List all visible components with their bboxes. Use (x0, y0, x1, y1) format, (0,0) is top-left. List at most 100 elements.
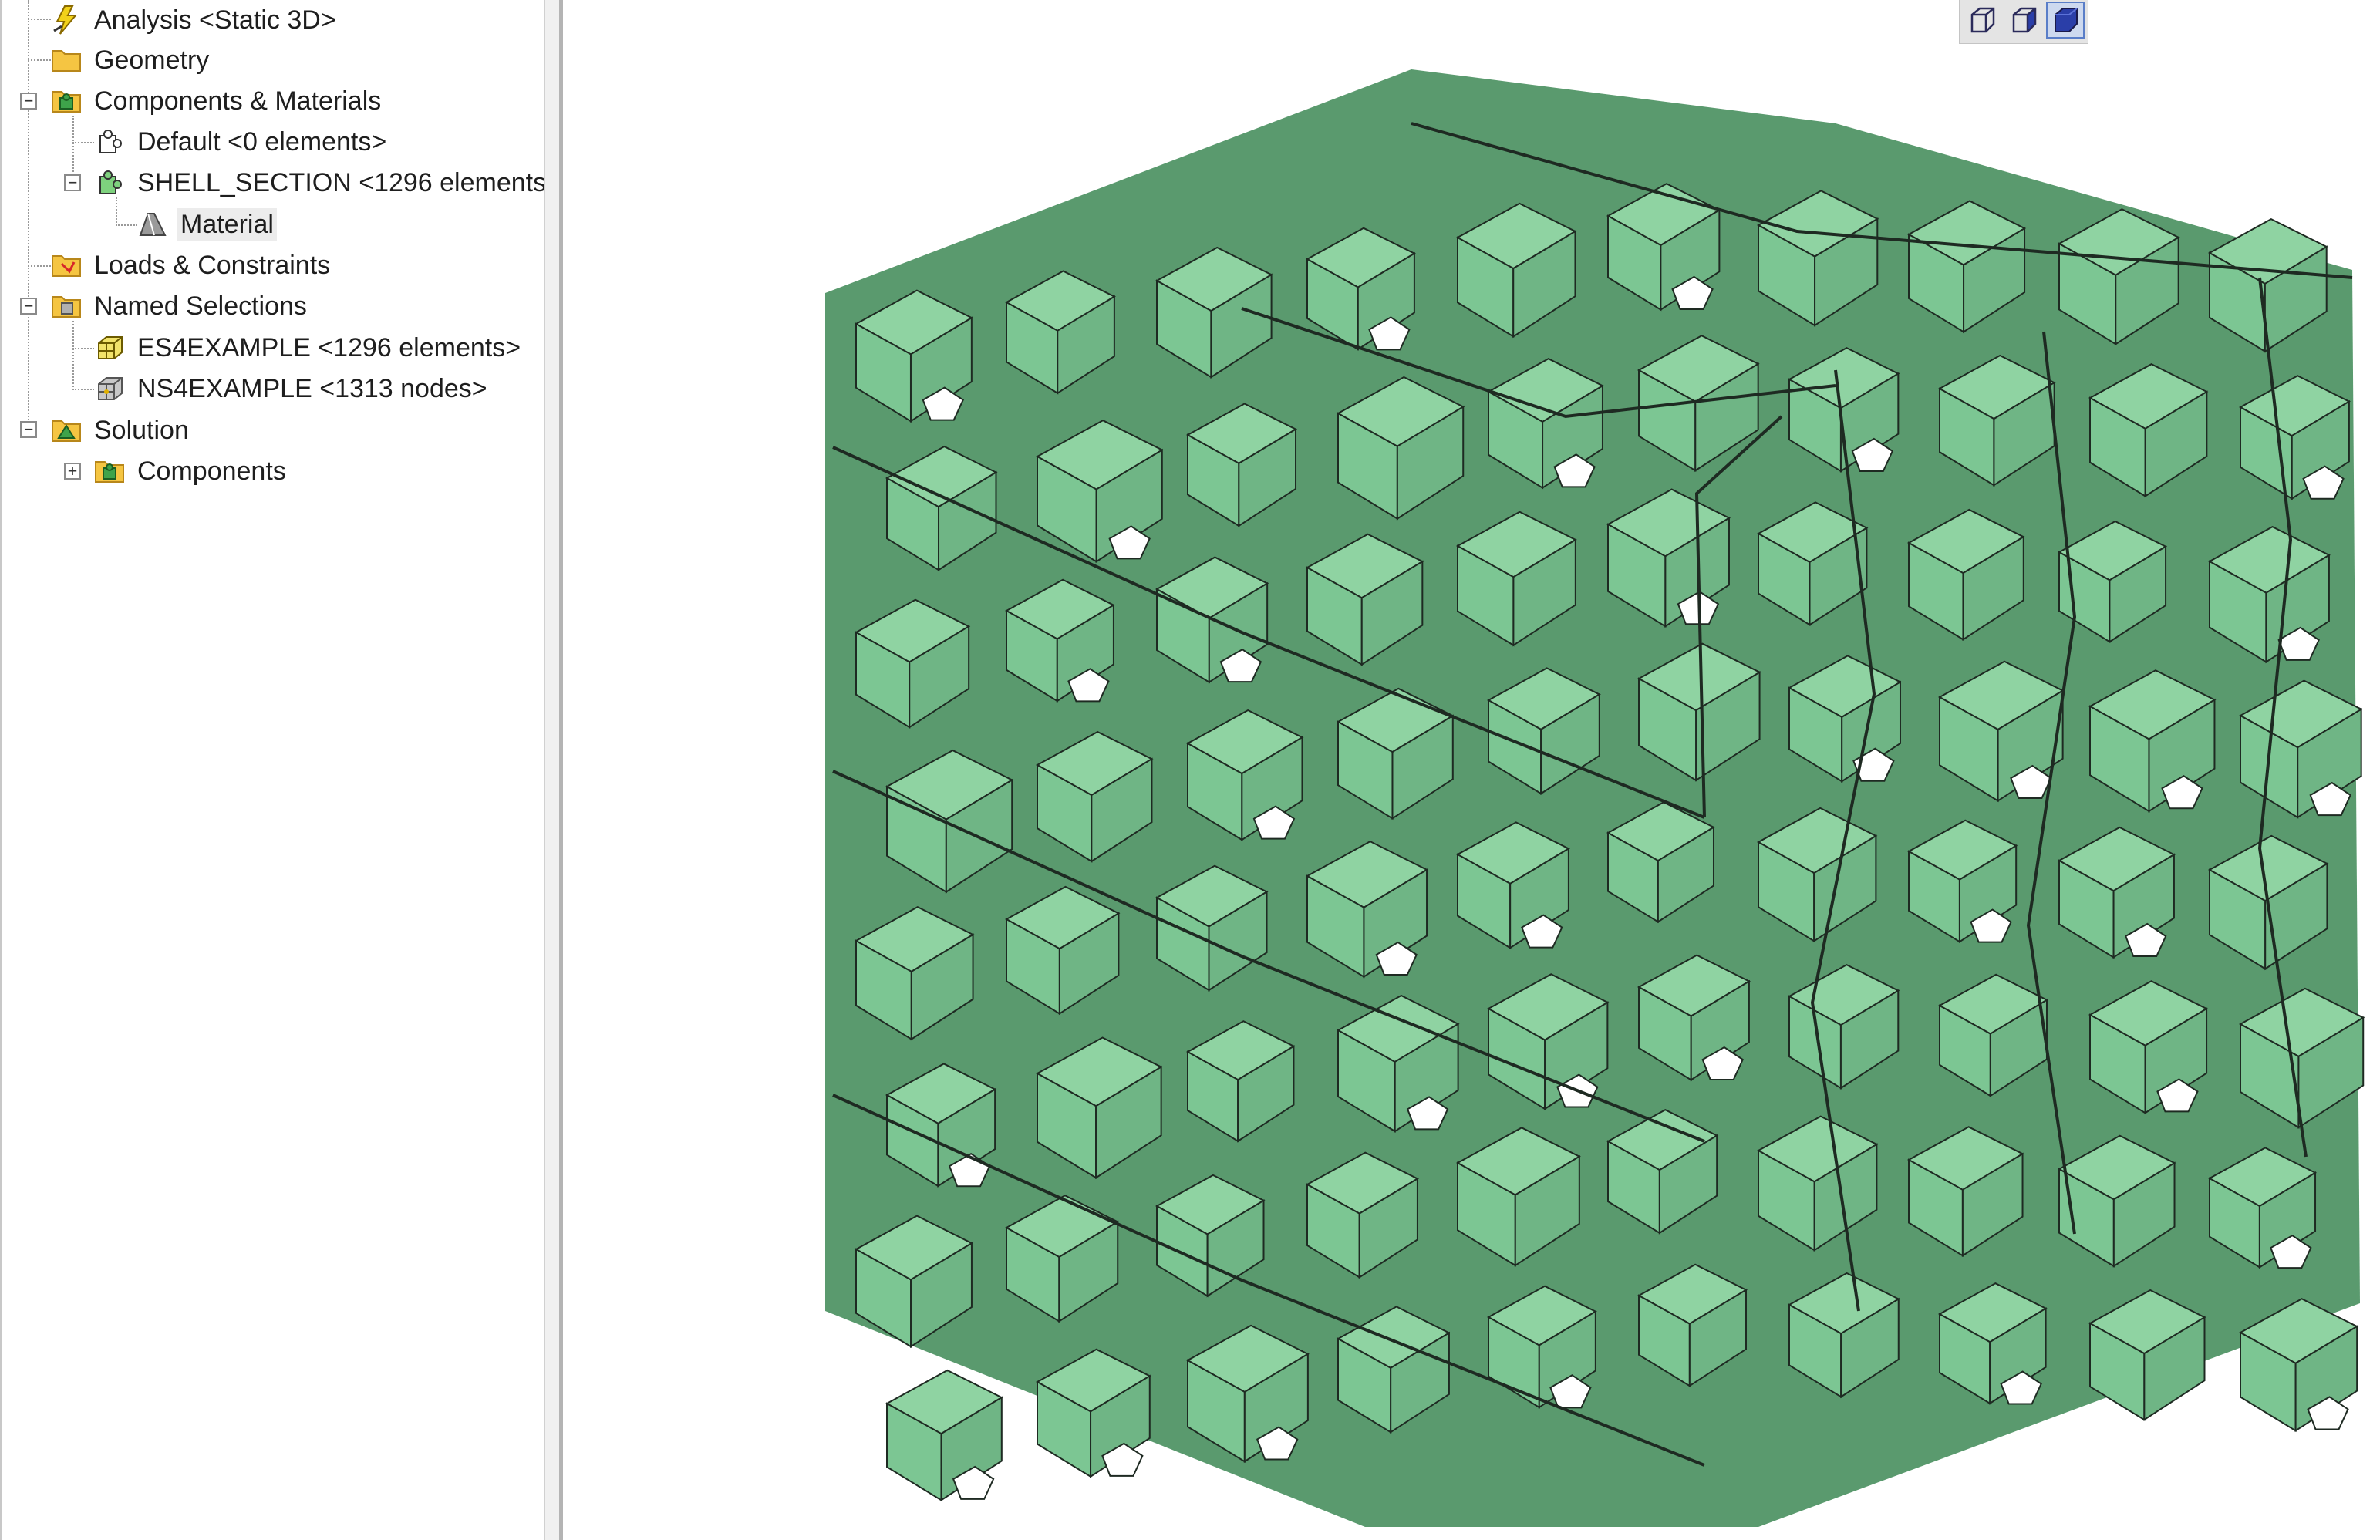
lattice-face (1993, 381, 2055, 487)
lattice-face (2291, 399, 2350, 500)
tree-item-solution-components[interactable]: Components (94, 451, 289, 491)
lattice-face (1814, 217, 1879, 327)
expander-shell-section[interactable]: − (64, 174, 81, 191)
lattice-face (1241, 736, 1303, 841)
lattice-face (910, 933, 974, 1041)
shell-edge (1694, 415, 1783, 818)
tree-connector (28, 265, 51, 267)
lattice-hole (2010, 764, 2052, 800)
lattice-face (938, 470, 997, 571)
tree-item-label: ES4EXAMPLE <1296 elements> (137, 332, 521, 362)
shell-edge (832, 446, 1705, 819)
lattice-face (1963, 227, 2026, 334)
lattice-face (1514, 1154, 1580, 1267)
tree-item-label: SHELL_SECTION <1296 elements (137, 167, 547, 197)
tree-item-label: Components & Materials (94, 86, 382, 116)
tree-item-loads-constraints[interactable]: Loads & Constraints (51, 245, 333, 285)
lattice-face (1058, 912, 1120, 1016)
lattice-hole (2124, 922, 2167, 957)
tree-item-components-materials[interactable]: Components & Materials (51, 81, 384, 121)
tree-connector (72, 116, 74, 184)
lattice-hole (1406, 1096, 1449, 1131)
lattice-hole (2270, 1234, 2312, 1269)
lattice-hole (1219, 649, 1262, 683)
expander-named-selections[interactable]: − (20, 298, 37, 315)
lattice-face (1989, 1306, 2047, 1405)
lattice-face (1958, 844, 2018, 944)
lattice-hole (1970, 908, 2012, 943)
lattice-face (2112, 853, 2175, 959)
tree-item-label: Geometry (94, 45, 210, 75)
shell-edge (1810, 369, 1876, 1312)
lattice-face (1962, 535, 2024, 642)
lattice-face (2143, 1316, 2206, 1421)
lattice-hole (1851, 437, 1894, 472)
lattice-hole (2302, 465, 2345, 500)
lattice-face (2297, 707, 2362, 819)
graphics-viewport[interactable] (563, 0, 2380, 1540)
lattice-face (1394, 1023, 1459, 1133)
lattice-face (1840, 1297, 1900, 1399)
lattice-face (1841, 680, 1901, 783)
tree-item-solution[interactable]: Solution (51, 410, 192, 450)
model-tree-panel: − − − − + Analysis <Static 3D> Geometry … (0, 0, 546, 1540)
lattice-face (1358, 1177, 1418, 1279)
lattice-face (1210, 273, 1273, 379)
expander-components-materials[interactable]: − (20, 93, 37, 110)
lattice-face (1090, 1374, 1151, 1478)
lattice-hole (952, 1465, 995, 1500)
lattice-face (1357, 251, 1415, 351)
lattice-model[interactable] (563, 0, 2380, 1540)
named-selections-icon (52, 296, 81, 318)
shell-edge (2026, 331, 2077, 1235)
lattice-hole (1521, 914, 1563, 949)
node-set-icon (98, 377, 123, 400)
tree-item-default[interactable]: Default <0 elements> (94, 122, 389, 162)
expander-solution[interactable]: − (20, 421, 37, 438)
tree-item-geometry[interactable]: Geometry (51, 40, 212, 80)
tree-item-es4example[interactable]: ES4EXAMPLE <1296 elements> (94, 328, 524, 368)
shaded-view-button[interactable] (2046, 2, 2085, 39)
tree-item-analysis[interactable]: Analysis <Static 3D> (51, 0, 339, 40)
lattice-face (1091, 757, 1153, 863)
lattice-face (1243, 1353, 1309, 1464)
tree-item-ns4example[interactable]: NS4EXAMPLE <1313 nodes> (94, 369, 490, 409)
tree-item-material[interactable]: Material (137, 204, 277, 244)
lattice-hole (1549, 1374, 1592, 1409)
tree-item-label: NS4EXAMPLE <1313 nodes> (137, 373, 487, 403)
tree-connector (28, 59, 51, 61)
lattice-face (1989, 998, 2048, 1097)
lattice-body (825, 69, 2365, 1527)
lattice-face (1058, 1220, 1119, 1323)
lattice-face (1095, 448, 1163, 564)
wireframe-view-button[interactable] (1963, 2, 2001, 39)
lattice-hole (1368, 316, 1411, 351)
lattice-hole (2156, 1078, 2199, 1113)
element-set-icon (98, 336, 123, 359)
lattice-face (909, 625, 970, 729)
lattice-face (1813, 1143, 1878, 1252)
shaded-edges-view-button[interactable] (2004, 2, 2043, 39)
lattice-hole (1101, 1442, 1144, 1477)
lattice-face (1095, 1065, 1162, 1180)
tree-item-label: Analysis <Static 3D> (94, 5, 336, 35)
panel-splitter[interactable] (544, 0, 563, 1540)
lattice-hole (1852, 747, 1895, 782)
wireframe-cube-icon (1970, 7, 1995, 33)
tree-item-label: Components (137, 456, 286, 486)
lattice-face (1540, 692, 1600, 795)
lattice-hole (2000, 1370, 2042, 1405)
lattice-face (2144, 1007, 2208, 1115)
expander-solution-components[interactable]: + (64, 463, 81, 480)
lattice-face (2148, 698, 2216, 813)
lattice-face (1839, 989, 1900, 1090)
lattice-hole (1108, 525, 1151, 560)
tree-item-shell-section[interactable]: SHELL_SECTION <1296 elements (94, 163, 549, 203)
lattice-face (940, 1396, 1003, 1502)
lattice-face (1237, 1045, 1295, 1143)
lattice-face (2258, 1171, 2317, 1269)
shell-edge (1411, 122, 2353, 279)
components-icon (52, 91, 81, 113)
tree-connector (72, 321, 74, 390)
tree-item-named-selections[interactable]: Named Selections (51, 286, 310, 326)
